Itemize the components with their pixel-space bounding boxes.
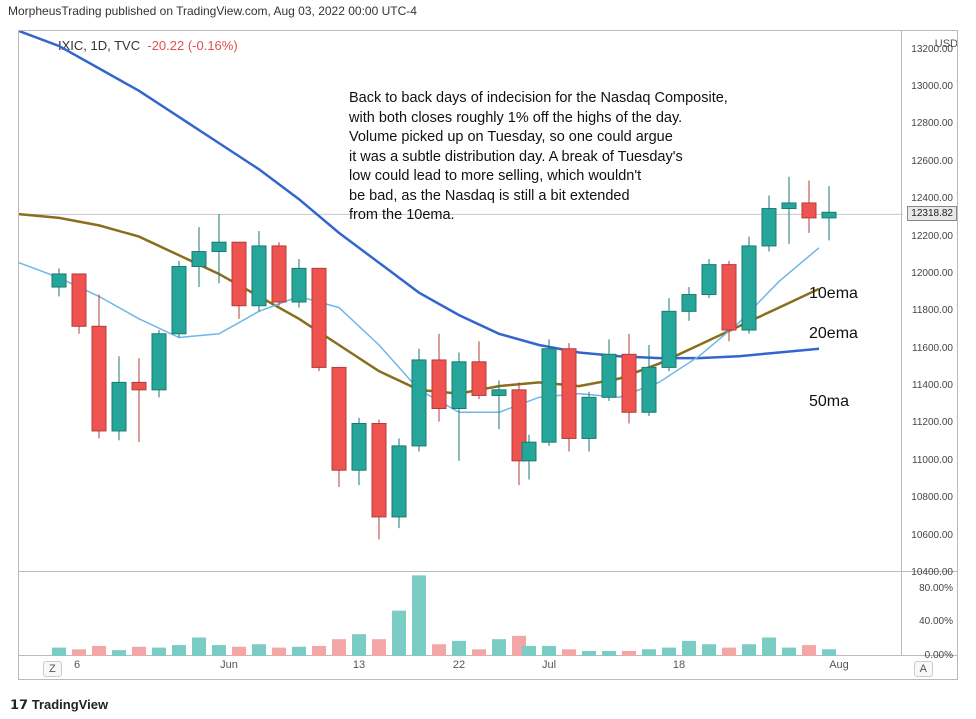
logo-icon: 𝟭𝟳 (10, 697, 28, 712)
time-tick: 22 (453, 659, 465, 671)
price-tick: 12400.00 (911, 193, 953, 204)
time-tick: Jun (220, 659, 238, 671)
price-tick: 12600.00 (911, 156, 953, 167)
time-tick: 6 (74, 659, 80, 671)
time-axis: Z A 6 Jun 13 22 Jul 18 Aug (18, 656, 958, 680)
last-price-flag: 12318.82 (907, 206, 957, 221)
price-chart[interactable]: Back to back days of indecision for the … (18, 30, 902, 572)
price-tick: 10600.00 (911, 530, 953, 541)
tradingview-logo: 𝟭𝟳 TradingView (10, 697, 108, 713)
price-tick: 11200.00 (912, 417, 953, 428)
price-tick: 11600.00 (912, 343, 953, 354)
price-tick: 10800.00 (911, 492, 953, 503)
price-tick: 12800.00 (911, 118, 953, 129)
ma-label: 50ma (809, 393, 849, 411)
time-tick: 18 (673, 659, 685, 671)
price-tick: 11800.00 (912, 305, 953, 316)
price-tick: 11000.00 (912, 455, 953, 466)
volume-tick: 80.00% (919, 583, 953, 594)
price-tick: 13200.00 (911, 44, 953, 55)
chart-annotation: Back to back days of indecision for the … (349, 89, 728, 226)
time-tick: Aug (829, 659, 849, 671)
auto-scale-button[interactable]: A (914, 661, 933, 677)
price-tick: 12000.00 (911, 268, 953, 279)
price-tick: 12200.00 (911, 231, 953, 242)
time-tick: 13 (353, 659, 365, 671)
publish-header: MorpheusTrading published on TradingView… (0, 0, 976, 22)
zoom-reset-button[interactable]: Z (43, 661, 62, 677)
volume-tick: 40.00% (919, 616, 953, 627)
volume-axis: 80.00%40.00%0.00% (902, 572, 958, 656)
volume-chart[interactable] (18, 572, 902, 656)
time-tick: Jul (542, 659, 556, 671)
price-tick: 11400.00 (912, 380, 953, 391)
ma-label: 20ema (809, 325, 858, 343)
price-axis: 13200.00 13000.00 12800.00 12600.00 12400.00… (902, 30, 958, 572)
price-tick: 13000.00 (911, 81, 953, 92)
ma-label: 10ema (809, 285, 858, 303)
